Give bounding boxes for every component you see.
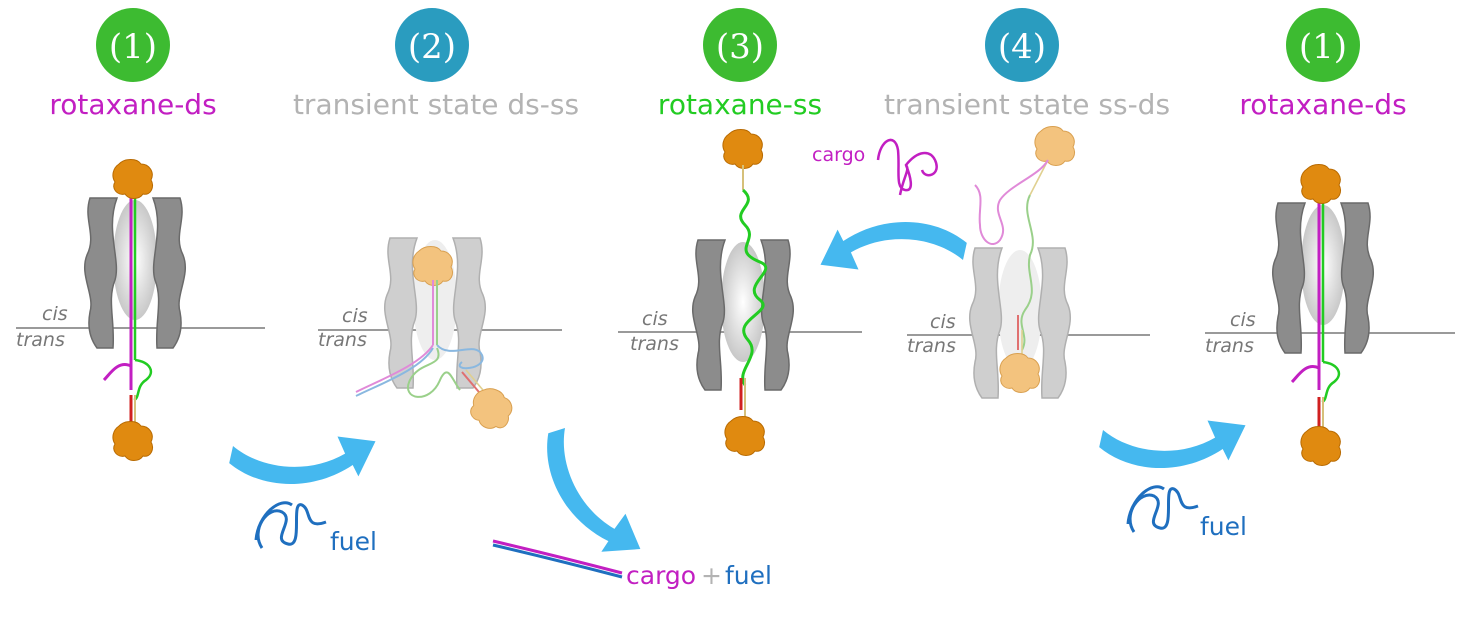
protein-stopper-icon xyxy=(999,353,1041,393)
stage-4-header: (4) transient state ss-ds xyxy=(884,8,1170,121)
stage-1-rotaxane: cis trans xyxy=(16,159,265,461)
cis-label: cis xyxy=(342,305,368,327)
protein-stopper-icon xyxy=(465,383,518,435)
stage-label: rotaxane-ds xyxy=(1239,88,1406,121)
trans-label: trans xyxy=(1205,335,1254,357)
stage-5-rotaxane: cis trans xyxy=(1205,164,1455,466)
stage-2-transient: cis trans xyxy=(318,237,562,435)
fuel-label: fuel xyxy=(330,527,377,556)
cis-label: cis xyxy=(1230,309,1256,331)
stage-label: transient state ss-ds xyxy=(884,88,1170,121)
stage-number: (3) xyxy=(716,27,764,67)
protein-stopper-icon xyxy=(724,416,766,456)
stage-badge xyxy=(985,8,1059,82)
protein-stopper-icon xyxy=(112,421,154,461)
dna-strand-icon xyxy=(355,280,489,399)
dna-strand-icon xyxy=(739,165,768,420)
curved-arrow-icon xyxy=(229,436,376,485)
stage-3-rotaxane: cis trans xyxy=(618,129,862,456)
dna-strand-icon xyxy=(1290,195,1341,427)
cis-label: cis xyxy=(642,308,668,330)
stage-badge xyxy=(703,8,777,82)
stage-1-header: (1) rotaxane-ds xyxy=(49,8,217,121)
curved-arrow-icon xyxy=(530,419,645,571)
protein-stopper-icon xyxy=(412,246,454,286)
protein-stopper-icon xyxy=(1300,164,1342,204)
dna-strand-icon xyxy=(1128,487,1199,533)
fuel-strand: fuel xyxy=(1126,485,1247,541)
product-fuel-label: fuel xyxy=(725,561,772,590)
trans-label: trans xyxy=(907,335,956,357)
stage-4-transient: cis trans xyxy=(907,126,1150,399)
stage-5-header: (1) rotaxane-ds xyxy=(1239,8,1407,121)
product-cargo-label: cargo xyxy=(626,561,696,590)
stage-number: (1) xyxy=(1299,27,1347,67)
cargo-label: cargo xyxy=(812,144,865,166)
stage-badge xyxy=(1286,8,1360,82)
fuel-strand: fuel xyxy=(254,501,377,556)
curved-arrow-icon xyxy=(820,221,967,270)
stage-number: (1) xyxy=(109,27,157,67)
dna-strand-icon xyxy=(256,503,327,549)
trans-label: trans xyxy=(630,333,679,355)
stage-number: (4) xyxy=(998,27,1046,67)
dna-strand-icon xyxy=(876,138,938,192)
protein-stopper-icon xyxy=(1034,126,1076,166)
dna-strand-icon xyxy=(102,190,153,425)
stage-label: rotaxane-ds xyxy=(49,88,216,121)
stage-2-header: (2) transient state ds-ss xyxy=(293,8,579,121)
protein-stopper-icon xyxy=(722,129,764,169)
product-plus-label: + xyxy=(701,561,722,590)
cis-label: cis xyxy=(42,303,68,325)
cargo-strand: cargo xyxy=(812,138,938,196)
cis-label: cis xyxy=(930,311,956,333)
stage-number: (2) xyxy=(408,27,456,67)
stage-badge xyxy=(395,8,469,82)
stage-label: transient state ds-ss xyxy=(293,88,579,121)
trans-label: trans xyxy=(318,329,367,351)
trans-label: trans xyxy=(16,329,65,351)
stage-label: rotaxane-ss xyxy=(658,88,822,121)
curved-arrow-icon xyxy=(1099,420,1246,469)
dna-strand-icon xyxy=(492,539,623,575)
fuel-label: fuel xyxy=(1200,512,1247,541)
protein-stopper-icon xyxy=(112,159,154,199)
protein-stopper-icon xyxy=(1300,426,1342,466)
stage-3-header: (3) rotaxane-ss xyxy=(658,8,822,121)
product-duplex: cargo + fuel xyxy=(492,539,772,590)
nanopore-icon xyxy=(691,239,795,391)
stage-badge xyxy=(96,8,170,82)
